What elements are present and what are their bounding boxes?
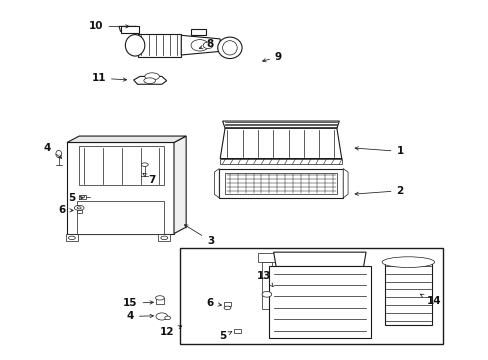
- Text: 5: 5: [68, 193, 82, 203]
- Polygon shape: [257, 253, 276, 262]
- Ellipse shape: [161, 236, 167, 240]
- Polygon shape: [220, 128, 341, 158]
- Text: 6: 6: [206, 298, 221, 308]
- Ellipse shape: [381, 257, 434, 267]
- Ellipse shape: [222, 41, 237, 55]
- Polygon shape: [233, 329, 240, 333]
- Text: 12: 12: [159, 326, 182, 337]
- Text: 2: 2: [354, 186, 403, 196]
- Ellipse shape: [164, 316, 170, 320]
- Polygon shape: [224, 173, 337, 194]
- Ellipse shape: [125, 35, 144, 56]
- Ellipse shape: [217, 37, 242, 59]
- Polygon shape: [77, 202, 164, 234]
- Ellipse shape: [77, 207, 81, 209]
- Polygon shape: [220, 158, 341, 164]
- Ellipse shape: [144, 73, 159, 80]
- Polygon shape: [384, 262, 431, 325]
- Text: 5: 5: [219, 332, 231, 342]
- Polygon shape: [273, 252, 366, 266]
- Polygon shape: [133, 76, 166, 84]
- Text: 9: 9: [262, 52, 282, 62]
- Text: 1: 1: [354, 147, 403, 157]
- Text: 10: 10: [89, 21, 129, 31]
- Ellipse shape: [141, 163, 148, 166]
- Bar: [180, 248, 442, 343]
- Text: 7: 7: [143, 173, 156, 185]
- Polygon shape: [79, 195, 86, 199]
- Polygon shape: [79, 146, 164, 185]
- Polygon shape: [119, 26, 136, 31]
- Text: 15: 15: [123, 298, 153, 308]
- Polygon shape: [156, 298, 164, 304]
- Polygon shape: [191, 29, 205, 35]
- Text: 6: 6: [59, 205, 73, 215]
- Polygon shape: [343, 168, 347, 198]
- Polygon shape: [66, 234, 78, 242]
- Text: 4: 4: [126, 311, 153, 321]
- Ellipse shape: [262, 292, 271, 297]
- Polygon shape: [222, 121, 339, 128]
- Polygon shape: [158, 234, 170, 242]
- Polygon shape: [224, 302, 230, 306]
- Ellipse shape: [191, 40, 208, 51]
- Ellipse shape: [74, 205, 84, 210]
- Polygon shape: [77, 210, 81, 213]
- Polygon shape: [67, 136, 186, 143]
- Text: 3: 3: [184, 225, 214, 246]
- Polygon shape: [120, 26, 138, 33]
- Ellipse shape: [156, 313, 167, 320]
- Ellipse shape: [203, 42, 212, 49]
- Polygon shape: [219, 168, 343, 198]
- Text: 11: 11: [91, 73, 126, 83]
- Text: 13: 13: [256, 271, 273, 287]
- Polygon shape: [174, 136, 186, 234]
- Ellipse shape: [56, 150, 61, 157]
- Polygon shape: [67, 143, 174, 234]
- Text: 14: 14: [420, 294, 441, 306]
- Polygon shape: [214, 168, 219, 198]
- Text: 8: 8: [199, 39, 214, 49]
- Text: 4: 4: [44, 143, 61, 158]
- Ellipse shape: [81, 196, 84, 198]
- Polygon shape: [261, 262, 272, 309]
- Ellipse shape: [155, 296, 164, 300]
- Polygon shape: [268, 266, 370, 338]
- Polygon shape: [137, 33, 181, 57]
- Ellipse shape: [143, 78, 155, 84]
- Ellipse shape: [224, 306, 230, 310]
- Polygon shape: [181, 35, 220, 55]
- Ellipse shape: [68, 236, 75, 240]
- Ellipse shape: [183, 316, 189, 319]
